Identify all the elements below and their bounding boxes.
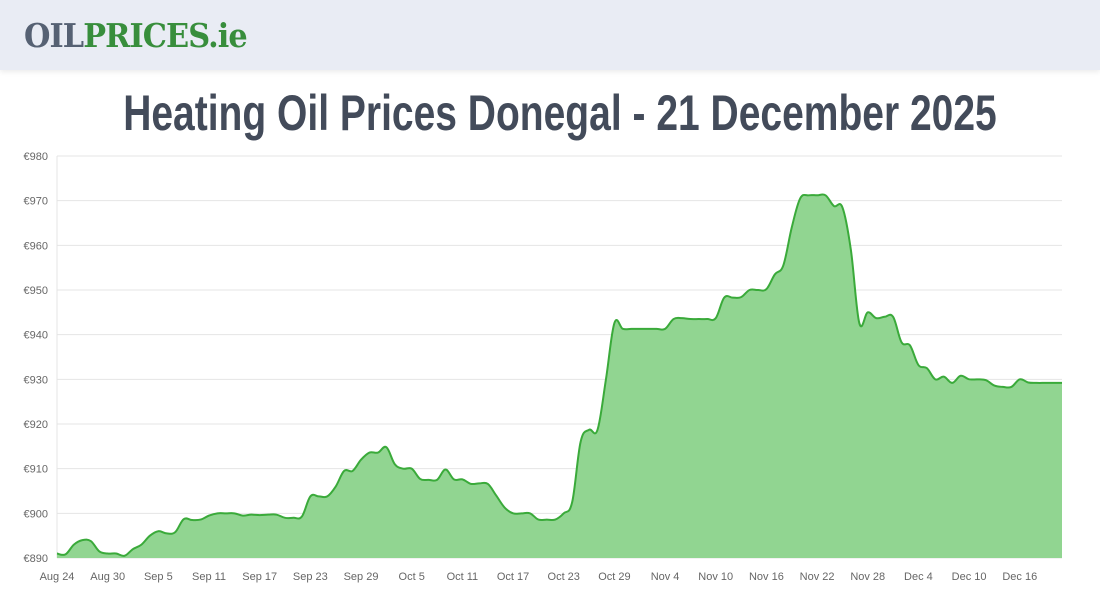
- x-tick-label: Dec 10: [952, 571, 987, 583]
- page-title: Heating Oil Prices Donegal - 21 December…: [123, 85, 997, 141]
- x-tick-label: Oct 29: [598, 571, 630, 583]
- y-tick-label: €910: [24, 464, 48, 476]
- x-tick-label: Aug 24: [40, 571, 75, 583]
- y-tick-label: €930: [24, 374, 48, 386]
- x-tick-label: Sep 23: [293, 571, 328, 583]
- y-tick-label: €950: [24, 285, 48, 297]
- area-fill: [57, 194, 1062, 558]
- x-tick-label: Dec 16: [1002, 571, 1037, 583]
- x-tick-label: Nov 28: [850, 571, 885, 583]
- x-tick-label: Oct 5: [399, 571, 425, 583]
- site-logo[interactable]: OILPRICES.ie: [24, 16, 248, 55]
- x-tick-label: Sep 5: [144, 571, 173, 583]
- x-tick-label: Aug 30: [90, 571, 125, 583]
- y-tick-label: €980: [24, 151, 48, 163]
- x-tick-label: Oct 17: [497, 571, 529, 583]
- site-header: OILPRICES.ie: [0, 0, 1100, 70]
- y-tick-label: €960: [24, 240, 48, 252]
- y-tick-label: €890: [24, 553, 48, 565]
- y-tick-label: €900: [24, 508, 48, 520]
- y-tick-label: €920: [24, 419, 48, 431]
- x-tick-label: Sep 11: [192, 571, 226, 583]
- x-tick-label: Nov 22: [800, 571, 835, 583]
- price-line: [56, 193, 1062, 557]
- x-tick-label: Sep 29: [344, 571, 379, 583]
- x-tick-label: Nov 16: [749, 571, 784, 583]
- x-tick-label: Dec 4: [904, 571, 933, 583]
- x-tick-label: Nov 10: [698, 571, 733, 583]
- x-tick-label: Oct 23: [548, 571, 580, 583]
- y-tick-label: €940: [24, 330, 48, 342]
- x-tick-label: Oct 11: [447, 571, 479, 583]
- x-tick-label: Sep 17: [242, 571, 277, 583]
- x-tick-label: Nov 4: [651, 571, 680, 583]
- y-tick-label: €970: [24, 196, 48, 208]
